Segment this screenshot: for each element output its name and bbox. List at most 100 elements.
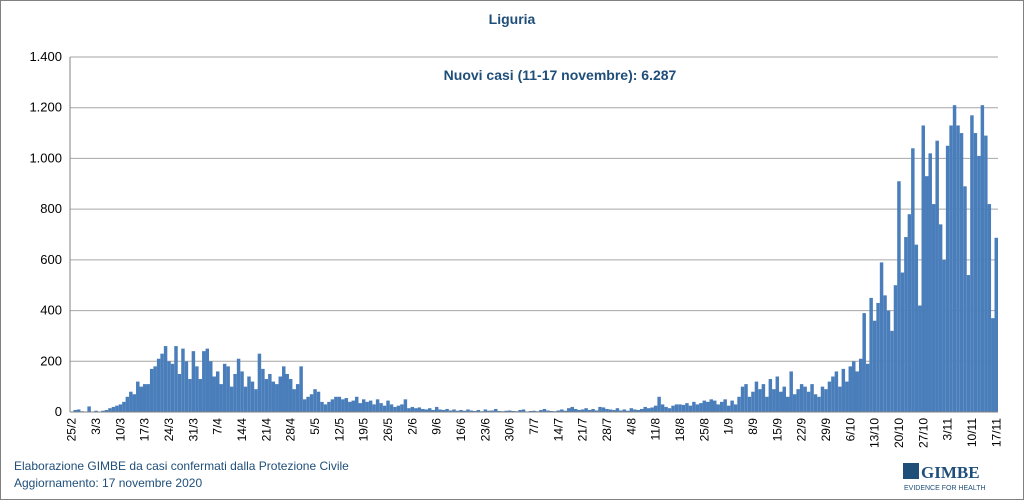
bar [243, 386, 248, 412]
logo-icon [903, 463, 919, 479]
bar [330, 399, 335, 412]
bar [966, 275, 971, 412]
bar [115, 405, 119, 412]
bar [796, 389, 800, 412]
bar [984, 135, 988, 412]
bar [622, 409, 627, 412]
bar [184, 361, 189, 412]
bar [118, 404, 123, 412]
bar [716, 404, 720, 412]
bar [285, 373, 289, 412]
bar [587, 409, 592, 412]
x-tick-label: 14/7 [551, 418, 565, 442]
bar [215, 371, 220, 412]
bar [507, 410, 512, 412]
bar [712, 400, 717, 412]
bar [104, 409, 109, 412]
bar [434, 406, 439, 412]
bar [751, 391, 755, 412]
bar [681, 404, 686, 412]
x-tick-label: 17/11 [989, 418, 1003, 447]
bar [257, 353, 262, 412]
bar [942, 259, 946, 412]
bar [643, 406, 647, 412]
bar [240, 371, 244, 412]
bar [799, 384, 804, 412]
bar [226, 366, 230, 412]
bar [692, 401, 696, 412]
bar [754, 381, 759, 412]
bar [546, 410, 550, 412]
y-tick-label: 1.400 [29, 49, 62, 64]
bar [414, 408, 418, 412]
bar [327, 401, 331, 412]
bar [883, 295, 887, 412]
bar [441, 409, 446, 412]
bar [938, 224, 943, 412]
bar [619, 410, 623, 412]
x-tick-label: 21/4 [259, 418, 273, 442]
x-tick-label: 7/7 [527, 418, 541, 435]
y-tick-label: 0 [55, 404, 62, 419]
bar [688, 405, 693, 412]
bar [827, 381, 832, 412]
bar [198, 379, 203, 412]
bar [361, 399, 366, 412]
bar [355, 396, 359, 412]
bar [247, 376, 251, 412]
x-tick-label: 21/7 [576, 418, 590, 442]
y-tick-label: 200 [40, 353, 62, 368]
bar [111, 406, 116, 412]
bar [601, 407, 606, 412]
bar [334, 396, 338, 412]
bar [288, 379, 293, 412]
bar [476, 409, 481, 412]
bar [858, 358, 863, 412]
bar [174, 346, 178, 412]
bar [236, 358, 241, 412]
x-tick-label: 18/8 [673, 418, 687, 442]
bar [539, 409, 543, 412]
bar [421, 408, 425, 412]
bar [368, 400, 373, 412]
bar [980, 105, 985, 412]
bar [671, 405, 675, 412]
bar [633, 409, 637, 412]
bar [125, 396, 130, 412]
bar [785, 396, 790, 412]
bar [101, 410, 105, 412]
footer-text: Aggiornamento: 17 novembre 2020 [14, 476, 202, 490]
bar [278, 376, 283, 412]
bar [824, 389, 828, 412]
x-tick-label: 12/5 [332, 418, 346, 442]
bar [146, 384, 150, 412]
bar [403, 399, 408, 412]
bar [560, 409, 564, 412]
bar [445, 408, 449, 412]
bar [459, 409, 463, 412]
bar [400, 404, 404, 412]
bar [396, 405, 401, 412]
x-tick-label: 17/3 [138, 418, 152, 442]
bar [646, 408, 651, 412]
bar [977, 155, 981, 412]
bar [504, 410, 508, 412]
bar [320, 401, 324, 412]
bar [584, 408, 588, 412]
bar [855, 371, 859, 412]
x-tick-label: 6/10 [843, 418, 857, 442]
bar [959, 133, 964, 413]
x-tick-label: 23/6 [478, 418, 492, 442]
bar [511, 410, 515, 412]
chart-title: Liguria [489, 11, 536, 27]
bar [170, 363, 175, 412]
x-tick-label: 28/7 [600, 418, 614, 442]
bar [542, 408, 547, 412]
bar [963, 186, 967, 412]
bar [733, 404, 738, 412]
y-tick-label: 800 [40, 201, 62, 216]
bar [792, 394, 797, 412]
x-tick-label: 1/9 [722, 418, 736, 435]
x-tick-label: 10/11 [965, 418, 979, 447]
